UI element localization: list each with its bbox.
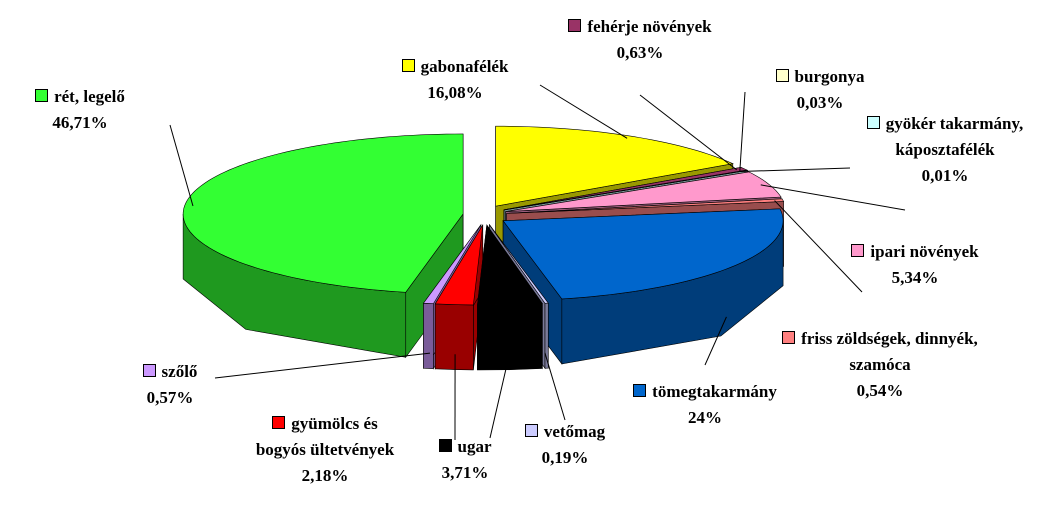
leader-line — [489, 354, 510, 439]
leader-line — [639, 94, 738, 171]
value-label: 0,01% — [921, 166, 969, 185]
data-label: fehérje növények 0,63% — [530, 14, 750, 66]
data-label: burgonya 0,03% — [760, 64, 880, 116]
value-label: 46,71% — [52, 113, 108, 132]
category-label: rét, legelő — [54, 87, 125, 106]
leader-line — [760, 184, 906, 211]
legend-key — [851, 244, 865, 257]
slice-side — [423, 302, 434, 370]
slice — [182, 133, 464, 293]
leader-line — [544, 352, 566, 421]
legend-key — [35, 89, 49, 102]
data-label: vetőmag 0,19% — [495, 419, 635, 471]
value-label: 0,57% — [146, 388, 194, 407]
slice — [495, 125, 734, 207]
category-label: tömegtakarmány — [652, 382, 777, 401]
value-label: 0,54% — [856, 381, 904, 400]
slice-side — [434, 303, 474, 371]
legend-key — [272, 416, 286, 429]
leader-line — [739, 91, 746, 172]
slice — [434, 224, 484, 306]
slice-side — [477, 303, 543, 371]
leader-line — [774, 200, 863, 293]
leader-line — [739, 167, 851, 173]
category-label: ugar — [457, 437, 492, 456]
leader-line — [214, 352, 431, 379]
legend-key — [568, 19, 582, 32]
slice — [422, 224, 482, 305]
data-label: szőlő 0,57% — [115, 359, 225, 411]
data-label: gabonafélék 16,08% — [370, 54, 540, 106]
value-label: 3,71% — [441, 463, 489, 482]
data-label: gyökér takarmány, káposztafélék 0,01% — [845, 111, 1045, 189]
slice — [502, 208, 784, 300]
category-label: friss zöldségek, dinnyék, szamóca — [801, 329, 978, 374]
slice — [506, 198, 785, 214]
data-label: friss zöldségek, dinnyék, szamóca 0,54% — [780, 326, 980, 404]
data-label: tömegtakarmány 24% — [605, 379, 805, 431]
leader-line — [539, 84, 628, 139]
category-label: vetőmag — [543, 422, 606, 441]
slice — [489, 224, 549, 304]
value-label: 5,34% — [891, 268, 939, 287]
category-label: burgonya — [794, 67, 865, 86]
legend-key — [775, 69, 789, 82]
data-label: ugar 3,71% — [420, 434, 510, 486]
category-label: ipari növények — [870, 242, 979, 261]
value-label: 24% — [688, 408, 722, 427]
slice — [477, 224, 543, 306]
legend-key — [524, 424, 538, 437]
value-label: 0,19% — [541, 448, 589, 467]
category-label: gyökér takarmány, káposztafélék — [885, 114, 1024, 159]
slice — [505, 171, 782, 212]
category-label: szőlő — [161, 362, 198, 381]
legend-key — [401, 59, 415, 72]
legend-key — [633, 384, 647, 397]
value-label: 16,08% — [427, 83, 483, 102]
category-label: fehérje növények — [587, 17, 712, 36]
category-label: gyümölcs és bogyós ültetvények — [255, 414, 395, 459]
legend-key — [782, 331, 796, 344]
legend-key — [142, 364, 156, 377]
value-label: 0,63% — [616, 43, 664, 62]
legend-key — [438, 439, 452, 452]
value-label: 2,18% — [301, 466, 349, 485]
data-label: rét, legelő 46,71% — [10, 84, 150, 136]
category-label: gabonafélék — [420, 57, 509, 76]
leader-line — [169, 124, 194, 207]
data-label: gyümölcs és bogyós ültetvények 2,18% — [255, 411, 395, 489]
value-label: 0,03% — [796, 93, 844, 112]
slice — [504, 170, 749, 211]
data-label: ipari növények 5,34% — [825, 239, 1005, 291]
leader-line — [704, 316, 727, 366]
legend-key — [866, 116, 880, 129]
